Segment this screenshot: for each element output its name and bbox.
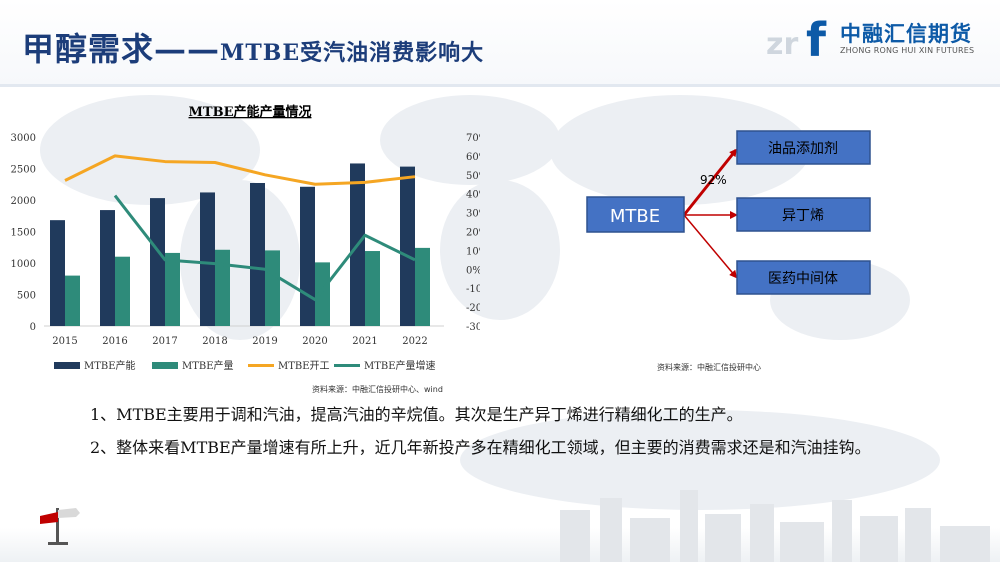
y-right-tick-label: 50% (466, 171, 480, 182)
x-tick-label: 2018 (202, 336, 227, 347)
legend-swatch (152, 362, 178, 369)
legend-swatch (54, 362, 80, 369)
bar-capacity (50, 220, 65, 326)
body-paragraph-2: 2、整体来看MTBE产量增速有所上升，近几年新投产多在精细化工领域，但主要的消费… (90, 438, 871, 457)
y-left-tick-label: 2500 (11, 165, 36, 176)
logo-english-name: ZHONG RONG HUI XIN FUTURES (840, 46, 975, 55)
bar-output (215, 249, 230, 326)
mtbe-usage-diagram: 92% MTBE 油品添加剂 异丁烯 医药中间体 (586, 130, 871, 295)
bar-capacity (100, 210, 115, 326)
node-mtbe (586, 196, 685, 233)
bar-output (115, 256, 130, 326)
x-tick-label: 2016 (102, 336, 127, 347)
x-tick-label: 2021 (352, 336, 377, 347)
arrow-to-pharma-intermediate (683, 214, 738, 279)
arrow-to-oil-additive (682, 148, 738, 216)
y-left-tick-label: 3000 (11, 133, 36, 144)
node-oil-additive-label: 油品添加剂 (768, 141, 838, 157)
body-paragraph-1: 1、MTBE主要用于调和汽油，提高汽油的辛烷值。其次是生产异丁烯进行精细化工的生… (90, 405, 743, 424)
y-right-tick-label: 70% (466, 133, 480, 144)
y-right-tick-label: 40% (466, 190, 480, 201)
node-oil-additive (736, 130, 871, 165)
legend-label: MTBE产量增速 (364, 359, 436, 372)
bar-output (165, 252, 180, 326)
y-right-tick-label: 0% (466, 265, 480, 276)
y-left-tick-label: 1000 (11, 259, 36, 270)
header-divider (0, 84, 1000, 87)
chart-source-note: 资料来源：中融汇信投研中心、wind (312, 385, 443, 394)
y-right-tick-label: 20% (466, 228, 480, 239)
signpost-icon (40, 508, 80, 545)
bar-output (65, 275, 80, 326)
y-left-tick-label: 0 (30, 322, 36, 333)
bar-output (315, 262, 330, 326)
bar-output (415, 247, 430, 326)
page-title-main: 甲醇需求—— (22, 30, 221, 68)
node-isobutylene (736, 197, 871, 232)
y-right-tick-label: 10% (466, 246, 480, 257)
legend-label: MTBE产能 (84, 359, 136, 372)
y-right-tick-label: -20% (466, 303, 480, 314)
node-pharma-intermediate (736, 260, 871, 295)
mtbe-capacity-output-chart: MTBE产能产量情况 0 500 1000 1500 2000 2500 3000 -30% -… (11, 104, 480, 372)
page-title-sub: MTBE受汽油消费影响大 (220, 40, 485, 66)
svg-text:f: f (806, 13, 827, 62)
legend-label: MTBE产量 (182, 359, 234, 372)
x-tick-label: 2017 (152, 336, 177, 347)
node-isobutylene-label: 异丁烯 (782, 208, 824, 224)
svg-text:zr: zr (766, 27, 798, 62)
y-right-tick-label: 60% (466, 152, 480, 163)
x-tick-label: 2019 (252, 336, 277, 347)
page-title: 甲醇需求——MTBE受汽油消费影响大 (22, 24, 484, 70)
y-left-tick-label: 500 (17, 291, 36, 302)
city-skyline-decoration (560, 490, 990, 562)
node-mtbe-label: MTBE (610, 206, 660, 227)
x-tick-label: 2022 (402, 336, 427, 347)
x-tick-label: 2020 (302, 336, 327, 347)
bar-capacity (400, 166, 415, 326)
company-logo: zr f 中融汇信期货 ZHONG RONG HUI XIN FUTURES (766, 10, 992, 62)
chart-plot-area: 0 500 1000 1500 2000 2500 3000 -30% -20% -10% 0% 10… (11, 133, 480, 372)
line-output-growth (113, 194, 416, 302)
legend-label: MTBE开工 (278, 361, 330, 372)
logo-chinese-name: 中融汇信期货 (840, 22, 972, 46)
y-left-tick-label: 2000 (11, 196, 36, 207)
bar-capacity (200, 192, 215, 326)
bar-capacity (250, 182, 265, 326)
chart-title: MTBE产能产量情况 (189, 104, 312, 120)
x-tick-label: 2015 (52, 336, 77, 347)
header-bar (0, 0, 1000, 86)
body-text: 1、MTBE主要用于调和汽油，提高汽油的辛烷值。其次是生产异丁烯进行精细化工的生… (90, 398, 950, 464)
y-right-tick-label: -10% (466, 284, 480, 295)
y-right-tick-label: -30% (466, 322, 480, 333)
diagram-source-note: 资料来源：中融汇信投研中心 (657, 363, 761, 372)
edge-label-percent: 92% (700, 173, 727, 187)
y-left-tick-label: 1500 (11, 228, 36, 239)
bar-capacity (300, 186, 315, 326)
zrf-logo-mark-icon: zr f (766, 13, 827, 62)
node-pharma-intermediate-label: 医药中间体 (768, 271, 838, 287)
line-operating-rate (64, 154, 416, 186)
bar-output (265, 250, 280, 326)
y-right-tick-label: 30% (466, 209, 480, 220)
bar-capacity (150, 198, 165, 326)
bar-output (365, 251, 380, 326)
